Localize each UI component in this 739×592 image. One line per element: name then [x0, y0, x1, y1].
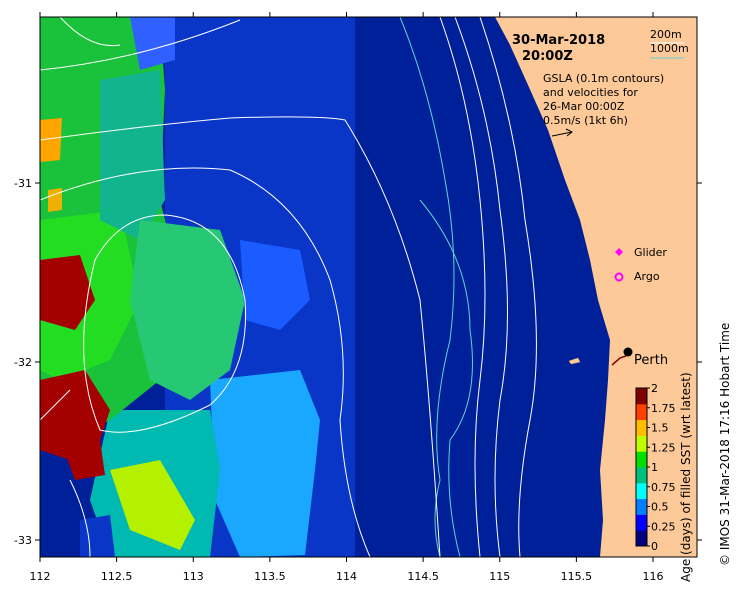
- argo-label: Argo: [634, 270, 660, 283]
- yellow-green-patch: [110, 460, 195, 550]
- colorbar-tick-label: 0.75: [651, 481, 676, 494]
- isobath-200m-c: [479, 17, 537, 557]
- red-patch-3: [62, 440, 105, 480]
- x-tick-label: 112.5: [101, 570, 133, 583]
- colorbar-segment: [636, 403, 647, 421]
- gsla-note-1: GSLA (0.1m contours): [543, 72, 664, 85]
- isobath-200m-a: [439, 17, 486, 557]
- blue-patch-sw: [80, 515, 115, 557]
- isobath-1000m-b: [419, 199, 473, 557]
- green-central: [130, 220, 245, 400]
- cyan-patch-south: [210, 370, 320, 557]
- map-area: [40, 17, 697, 557]
- blue-patch-central: [240, 240, 310, 330]
- credit-text: © IMOS 31-Mar-2018 17:16 Hobart Time: [718, 323, 732, 566]
- gsla-eddy-ring: [83, 214, 247, 433]
- x-tick-label: 115.5: [561, 570, 593, 583]
- colorbar-tick-label: 0.5: [651, 501, 669, 514]
- gsla-note-3: 26-Mar 00:00Z: [543, 100, 625, 113]
- colorbar-label: Age (days) of filled SST (wrt latest): [679, 372, 693, 582]
- map-time: 20:00Z: [522, 49, 573, 64]
- gsla-contour-top: [59, 17, 121, 47]
- map-date: 30-Mar-2018: [512, 33, 605, 48]
- x-tick-label: 116: [643, 570, 664, 583]
- x-tick-label: 112: [30, 570, 51, 583]
- rottnest-island: [568, 357, 581, 365]
- legend-200m: 200m: [650, 28, 682, 41]
- red-patch-1: [40, 255, 95, 330]
- teal-west: [100, 70, 165, 240]
- colorbar-tick-label: 0: [651, 540, 658, 553]
- y-tick-label: -32: [14, 356, 32, 369]
- x-tick-label: 115: [489, 570, 510, 583]
- argo-marker-icon: [614, 272, 624, 282]
- perth-label: Perth: [634, 353, 668, 368]
- legend-1000m: 1000m: [650, 42, 689, 55]
- colorbar-segment: [636, 514, 647, 531]
- x-tick-label: 114: [336, 570, 357, 583]
- glider-legend: Glider: [615, 246, 667, 259]
- colorbar-segment: [636, 467, 647, 484]
- perth-dot-icon: [623, 347, 633, 357]
- x-tick-label: 114.5: [407, 570, 439, 583]
- isobath-200m-b: [454, 17, 508, 557]
- orange-patch: [40, 118, 62, 162]
- velocity-scale-arrow: [551, 128, 573, 137]
- colorbar-tick-label: 1.5: [651, 422, 669, 435]
- colorbar-segment: [636, 435, 647, 452]
- red-patch-2: [40, 370, 110, 460]
- colorbar-segment: [636, 451, 647, 468]
- gsla-contour-sw: [40, 389, 91, 557]
- glider-marker-icon: [615, 248, 623, 256]
- y-axis: -31 -32 -33: [14, 177, 702, 547]
- colorbar-segment: [636, 388, 647, 405]
- orange-patch-2: [48, 188, 62, 212]
- perth-river: [611, 355, 627, 366]
- gsla-contour-2: [40, 116, 441, 557]
- colorbar-tick-label: 2: [651, 382, 658, 395]
- colorbar-segment: [636, 498, 647, 515]
- gsla-contour-3: [40, 167, 371, 557]
- gsla-note-4: 0.5m/s (1kt 6h): [543, 114, 628, 127]
- x-axis: 112 112.5 113 113.5 114 114.5 115 115.5 116: [30, 12, 664, 583]
- colorbar: 2 1.75 1.5 1.25 1 0.75 0.5 0.25 0: [635, 382, 676, 553]
- colorbar-tick-label: 0.25: [651, 520, 676, 533]
- colorbar-segment: [636, 482, 647, 500]
- y-tick-label: -31: [14, 177, 32, 190]
- x-tick-label: 113: [183, 570, 204, 583]
- colorbar-segment: [636, 419, 647, 436]
- colorbar-segment: [636, 530, 647, 547]
- colorbar-tick-label: 1.75: [651, 402, 676, 415]
- x-tick-label: 113.5: [254, 570, 286, 583]
- gsla-note-2: and velocities for: [543, 86, 638, 99]
- gsla-contour-1: [40, 19, 241, 71]
- colorbar-tick-label: 1.25: [651, 441, 676, 454]
- glider-label: Glider: [634, 246, 667, 259]
- argo-legend: Argo: [614, 270, 660, 283]
- colorbar-tick-label: 1: [651, 461, 658, 474]
- blue-patch-nw: [130, 17, 175, 70]
- plot-frame: [39, 16, 698, 558]
- y-tick-label: -33: [14, 534, 32, 547]
- perth-marker: Perth: [611, 347, 668, 368]
- isobath-1000m: [399, 17, 455, 557]
